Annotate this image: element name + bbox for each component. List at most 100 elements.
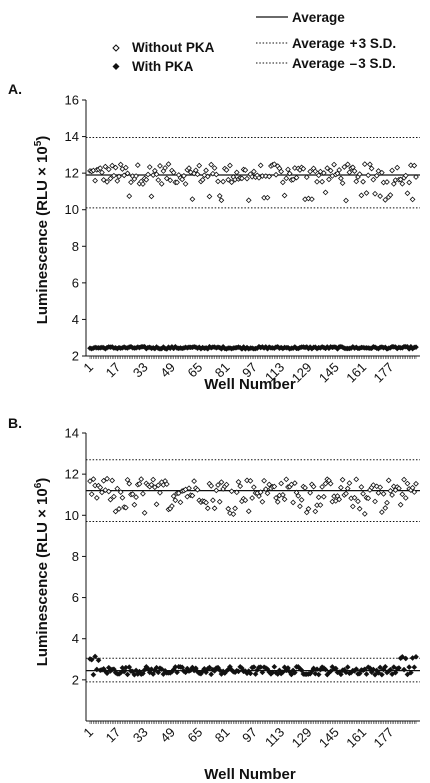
- data-point-without-pka: [247, 477, 254, 484]
- data-point-without-pka: [336, 167, 343, 173]
- data-point-without-pka: [256, 174, 262, 181]
- data-point-with-pka: [343, 669, 349, 676]
- data-point-without-pka: [116, 505, 122, 512]
- data-point-without-pka: [99, 169, 105, 176]
- data-point-without-pka: [148, 481, 155, 488]
- data-point-without-pka: [109, 477, 116, 484]
- data-point-without-pka: [143, 176, 150, 183]
- x-tick-label: 161: [343, 360, 369, 386]
- data-point-with-pka: [88, 656, 95, 663]
- data-point-without-pka: [278, 480, 285, 487]
- data-point-without-pka: [128, 179, 134, 186]
- data-point-with-pka: [150, 671, 157, 677]
- data-point-without-pka: [264, 490, 271, 497]
- data-point-without-pka: [327, 167, 334, 174]
- data-point-without-pka: [281, 192, 288, 199]
- data-point-without-pka: [402, 172, 409, 179]
- data-point-without-pka: [285, 166, 291, 173]
- data-point-without-pka: [162, 165, 168, 171]
- data-point-without-pka: [385, 477, 392, 484]
- panel-b-y-axis-title: Luminescence (RLU × 106): [33, 478, 51, 667]
- x-tick-label: 1: [80, 725, 96, 741]
- data-point-without-pka: [97, 165, 104, 172]
- data-point-without-pka: [112, 508, 119, 515]
- data-point-without-pka: [186, 485, 192, 492]
- data-point-with-pka: [92, 653, 99, 660]
- data-point-with-pka: [252, 671, 259, 677]
- data-point-without-pka: [319, 484, 325, 490]
- data-point-without-pka: [87, 478, 93, 485]
- data-point-without-pka: [111, 493, 117, 500]
- data-point-without-pka: [327, 480, 334, 487]
- data-point-without-pka: [408, 162, 414, 169]
- data-point-without-pka: [353, 476, 360, 483]
- data-point-without-pka: [326, 176, 332, 183]
- data-point-without-pka: [331, 161, 337, 168]
- data-point-without-pka: [227, 510, 233, 517]
- data-point-without-pka: [339, 180, 346, 186]
- data-point-without-pka: [257, 162, 264, 169]
- legend-filled-diamond-marker: [112, 63, 120, 70]
- data-point-without-pka: [283, 175, 290, 182]
- data-point-with-pka: [413, 344, 419, 351]
- data-point-without-pka: [179, 176, 186, 183]
- data-point-without-pka: [317, 502, 324, 508]
- data-point-without-pka: [249, 173, 256, 180]
- data-point-without-pka: [90, 476, 97, 482]
- data-point-without-pka: [242, 167, 249, 173]
- data-point-without-pka: [389, 492, 395, 498]
- data-point-with-pka: [378, 671, 385, 678]
- data-point-with-pka: [413, 653, 419, 660]
- data-point-without-pka: [228, 488, 235, 495]
- x-tick-label: 177: [371, 725, 397, 751]
- data-point-with-pka: [179, 664, 186, 671]
- data-point-without-pka: [394, 164, 401, 171]
- data-point-without-pka: [227, 162, 233, 169]
- data-point-without-pka: [387, 488, 394, 494]
- data-point-without-pka: [307, 168, 314, 175]
- data-point-with-pka: [291, 669, 298, 676]
- data-point-without-pka: [322, 189, 329, 196]
- y-tick-label: 2: [72, 349, 79, 364]
- legend-without-pka-label: Without PKA: [132, 40, 215, 55]
- y-tick-label: 6: [72, 275, 79, 290]
- data-point-with-pka: [396, 665, 402, 671]
- data-point-without-pka: [233, 169, 240, 176]
- data-point-without-pka: [131, 501, 138, 508]
- data-point-without-pka: [334, 170, 341, 177]
- data-point-without-pka: [363, 190, 370, 196]
- data-point-with-pka: [344, 664, 351, 671]
- data-point-without-pka: [377, 193, 384, 199]
- data-point-without-pka: [141, 510, 148, 516]
- data-point-without-pka: [315, 172, 322, 179]
- data-point-without-pka: [148, 193, 155, 200]
- data-point-without-pka: [109, 162, 116, 169]
- data-point-without-pka: [250, 484, 257, 491]
- data-point-without-pka: [396, 485, 402, 492]
- data-point-with-pka: [155, 669, 162, 676]
- panel-b-label: B.: [8, 415, 22, 431]
- data-point-without-pka: [319, 178, 325, 185]
- data-point-without-pka: [153, 501, 160, 508]
- data-point-without-pka: [194, 486, 201, 493]
- data-point-without-pka: [307, 489, 314, 496]
- y-tick-label: 4: [72, 631, 79, 646]
- data-point-without-pka: [370, 176, 377, 183]
- data-point-without-pka: [242, 497, 249, 504]
- data-point-without-pka: [196, 162, 203, 169]
- data-point-without-pka: [105, 166, 112, 173]
- data-point-without-pka: [320, 170, 327, 176]
- legend: Without PKA With PKA Average Average + 3…: [112, 10, 396, 74]
- data-point-with-pka: [206, 664, 213, 671]
- data-point-without-pka: [322, 480, 329, 487]
- data-point-without-pka: [384, 499, 390, 506]
- data-point-without-pka: [170, 493, 177, 500]
- data-point-without-pka: [245, 508, 252, 515]
- data-point-without-pka: [370, 482, 377, 488]
- data-point-without-pka: [382, 196, 389, 203]
- data-point-without-pka: [409, 484, 416, 491]
- data-point-without-pka: [338, 484, 344, 491]
- data-point-without-pka: [411, 489, 418, 495]
